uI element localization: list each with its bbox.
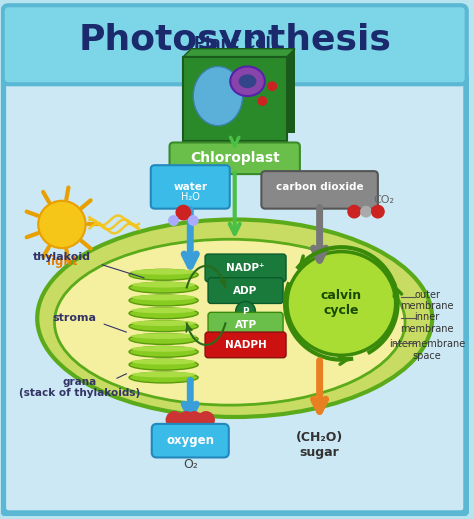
FancyBboxPatch shape bbox=[205, 254, 286, 282]
FancyBboxPatch shape bbox=[208, 278, 283, 304]
Text: P: P bbox=[242, 307, 249, 316]
FancyBboxPatch shape bbox=[151, 165, 230, 209]
Text: NADPH: NADPH bbox=[225, 340, 266, 350]
FancyBboxPatch shape bbox=[183, 57, 287, 141]
Ellipse shape bbox=[230, 66, 265, 96]
Text: carbon dioxide: carbon dioxide bbox=[276, 182, 364, 192]
FancyBboxPatch shape bbox=[191, 49, 295, 133]
Text: ATP: ATP bbox=[235, 320, 256, 330]
Text: thylakoid: thylakoid bbox=[33, 252, 91, 262]
Ellipse shape bbox=[238, 74, 256, 88]
Ellipse shape bbox=[131, 295, 196, 301]
Ellipse shape bbox=[37, 220, 432, 417]
FancyBboxPatch shape bbox=[3, 76, 467, 514]
FancyBboxPatch shape bbox=[205, 332, 286, 358]
Circle shape bbox=[360, 206, 372, 217]
Ellipse shape bbox=[129, 308, 198, 319]
FancyBboxPatch shape bbox=[170, 143, 300, 174]
Ellipse shape bbox=[129, 282, 198, 293]
Ellipse shape bbox=[131, 372, 196, 377]
Text: Photosynthesis: Photosynthesis bbox=[78, 23, 391, 57]
Ellipse shape bbox=[129, 295, 198, 306]
Circle shape bbox=[177, 411, 195, 429]
Ellipse shape bbox=[129, 321, 198, 332]
Text: O₂: O₂ bbox=[183, 458, 198, 471]
Circle shape bbox=[168, 215, 179, 226]
Circle shape bbox=[257, 96, 267, 106]
Ellipse shape bbox=[131, 333, 196, 339]
Ellipse shape bbox=[287, 252, 396, 356]
Text: Plant Cell: Plant Cell bbox=[194, 36, 276, 51]
Circle shape bbox=[188, 215, 199, 226]
Circle shape bbox=[197, 411, 215, 429]
Circle shape bbox=[347, 204, 361, 218]
Ellipse shape bbox=[129, 346, 198, 357]
FancyBboxPatch shape bbox=[208, 312, 283, 338]
Circle shape bbox=[165, 411, 183, 429]
Circle shape bbox=[267, 81, 277, 91]
Text: light: light bbox=[47, 255, 77, 268]
Circle shape bbox=[175, 204, 191, 221]
Text: inner
membrane: inner membrane bbox=[401, 312, 454, 334]
Text: oxygen: oxygen bbox=[166, 434, 214, 447]
Text: Chloroplast: Chloroplast bbox=[190, 152, 280, 165]
Ellipse shape bbox=[131, 359, 196, 364]
Ellipse shape bbox=[193, 66, 243, 126]
Ellipse shape bbox=[131, 346, 196, 352]
Circle shape bbox=[236, 302, 255, 321]
Ellipse shape bbox=[131, 269, 196, 275]
Text: water: water bbox=[173, 182, 207, 192]
Text: grana
(stack of thylakoids): grana (stack of thylakoids) bbox=[19, 377, 140, 398]
Text: calvin
cycle: calvin cycle bbox=[321, 290, 362, 318]
Ellipse shape bbox=[129, 372, 198, 383]
Polygon shape bbox=[183, 49, 295, 57]
Ellipse shape bbox=[55, 239, 405, 405]
Text: intermembrane
space: intermembrane space bbox=[389, 339, 465, 361]
Text: outer
membrane: outer membrane bbox=[401, 290, 454, 311]
FancyBboxPatch shape bbox=[261, 171, 378, 209]
Circle shape bbox=[371, 204, 385, 218]
Text: ADP: ADP bbox=[233, 285, 258, 296]
Circle shape bbox=[185, 411, 203, 429]
Ellipse shape bbox=[131, 282, 196, 288]
Ellipse shape bbox=[129, 359, 198, 370]
Text: (CH₂O)
sugar: (CH₂O) sugar bbox=[296, 431, 343, 459]
Ellipse shape bbox=[131, 307, 196, 313]
Ellipse shape bbox=[129, 269, 198, 280]
Circle shape bbox=[38, 201, 86, 248]
Ellipse shape bbox=[131, 320, 196, 326]
FancyBboxPatch shape bbox=[152, 424, 229, 457]
Text: H₂O: H₂O bbox=[181, 192, 200, 202]
FancyBboxPatch shape bbox=[3, 5, 467, 84]
Text: stroma: stroma bbox=[53, 313, 97, 323]
Text: CO₂: CO₂ bbox=[374, 195, 394, 205]
Text: NADP⁺: NADP⁺ bbox=[226, 263, 265, 273]
Ellipse shape bbox=[129, 334, 198, 345]
